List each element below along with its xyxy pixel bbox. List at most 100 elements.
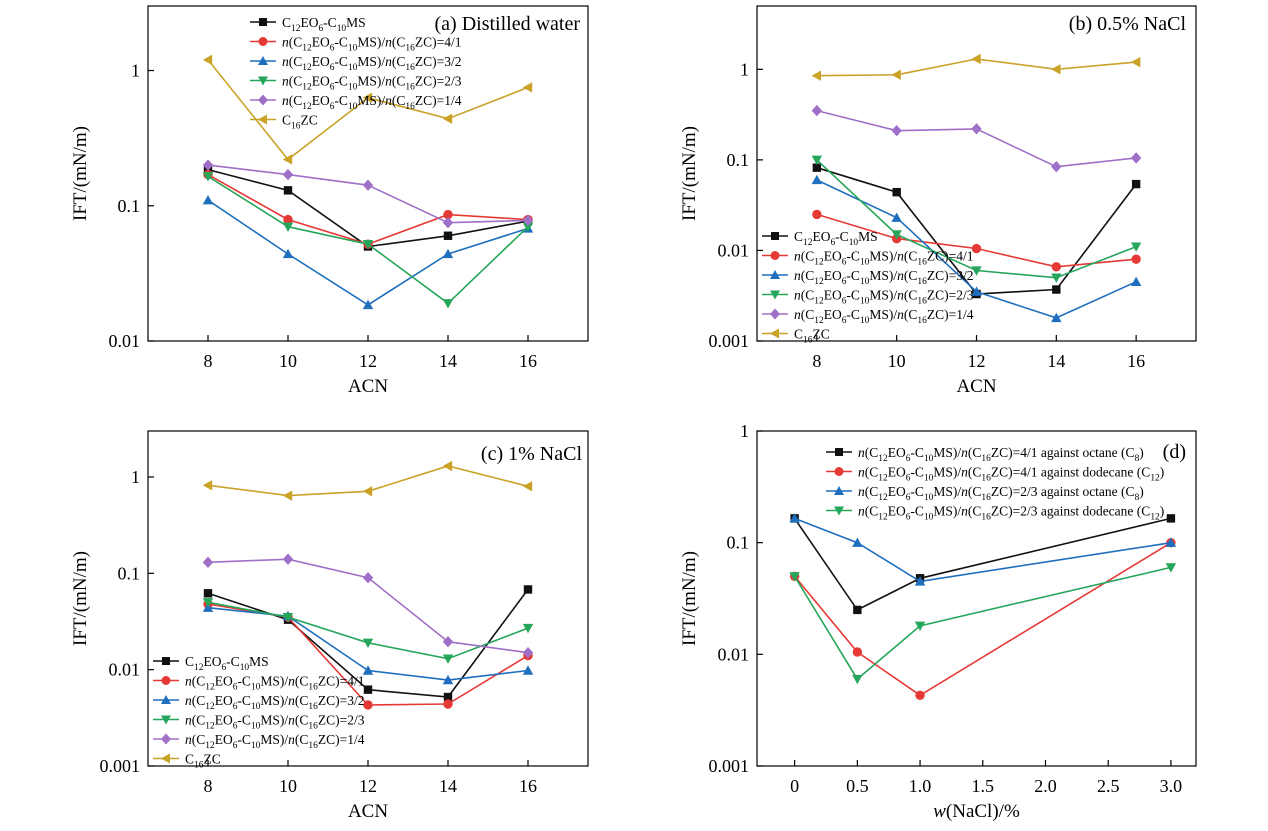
panel-a-series-n-c12eo6-c10ms-n-c16zc-1-4 xyxy=(202,159,534,229)
panel-a-data-point xyxy=(282,222,294,232)
panel-c-data-point xyxy=(522,646,534,659)
panel-d-series-line xyxy=(793,517,1172,611)
panel-c-legend-label: n(C12EO6-C10MS)/n(C16ZC)=4/1 xyxy=(185,674,364,693)
panel-d-y-tick-label: 0.01 xyxy=(718,644,750,664)
panel-c-data-point xyxy=(522,623,534,634)
panel-c-series-line xyxy=(207,601,529,660)
panel-a-data-point xyxy=(362,92,373,103)
panel-d-data-point xyxy=(1165,563,1177,573)
panel-c-legend: C12EO6-C10MSn(C12EO6-C10MS)/n(C16ZC)=4/1… xyxy=(153,654,365,771)
panel-b-y-tick-label: 0.01 xyxy=(718,240,750,260)
panel-b-x-tick-label: 10 xyxy=(888,351,906,371)
panel-b-data-point xyxy=(1130,56,1141,68)
panel-c-data-point xyxy=(442,674,454,685)
panel-a-legend-label: n(C12EO6-C10MS)/n(C16ZC)=1/4 xyxy=(282,93,462,112)
panel-c-y-tick-label: 0.1 xyxy=(118,563,141,583)
panel-d-legend-marker xyxy=(835,448,843,456)
panel-c-data-point xyxy=(522,481,533,492)
panel-d-plot-frame xyxy=(756,430,1197,767)
panel-d-x-tick-label: 0.5 xyxy=(846,776,869,796)
panel-a-legend-label: C16ZC xyxy=(282,113,318,132)
panel-c-data-point xyxy=(202,598,214,608)
panel-d-legend-marker xyxy=(834,467,844,476)
panel-d-data-point xyxy=(914,621,926,632)
panel-c: 8 10 12 14 16 0.001 0.01 0.1 1 ACN IFT/(mN/m) C12EO… xyxy=(70,430,589,822)
panel-d-x-tick-label: 3.0 xyxy=(1160,776,1183,796)
panel-c-data-point xyxy=(282,613,294,623)
panel-b-x-tick-label: 14 xyxy=(1047,351,1065,371)
panel-c-legend-label: C12EO6-C10MS xyxy=(185,654,269,673)
panel-c-legend-label: C16ZC xyxy=(185,752,221,771)
panel-b-legend-marker xyxy=(770,270,780,279)
panel-d-data-point xyxy=(789,513,800,523)
panel-c-data-point xyxy=(442,636,454,648)
panel-d-legend-label: n(C12EO6-C10MS)/n(C16ZC)=2/3 against dod… xyxy=(858,504,1164,523)
panel-c-series-n-c12eo6-c10ms-n-c16zc-2-3 xyxy=(202,598,534,664)
panel-c-legend-marker xyxy=(161,733,171,745)
panel-c-data-point xyxy=(523,585,533,594)
panel-a-series-c12eo6-c10ms xyxy=(203,165,533,251)
panel-c-legend-marker xyxy=(161,676,171,685)
panel-b-data-point xyxy=(811,174,823,185)
panel-d-data-point xyxy=(852,647,863,657)
panel-b-legend: C12EO6-C10MSn(C12EO6-C10MS)/n(C16ZC)=4/1… xyxy=(762,229,974,346)
panel-d-legend-label: n(C12EO6-C10MS)/n(C16ZC)=4/1 against oct… xyxy=(858,445,1144,464)
panel-d-y-axis-title: IFT/(mN/m) xyxy=(679,551,700,646)
panel-a-series-n-c12eo6-c10ms-n-c16zc-2-3 xyxy=(202,172,534,309)
panel-b-data-point xyxy=(1130,152,1142,164)
panel-b-series-c16zc xyxy=(811,53,1141,81)
panel-c-legend-marker xyxy=(162,657,170,665)
panel-c-legend-label: n(C12EO6-C10MS)/n(C16ZC)=1/4 xyxy=(185,732,365,751)
panel-c-data-point xyxy=(282,553,294,565)
panel-a-data-point xyxy=(362,179,374,191)
panel-d-series-n-c12eo6-c10ms-n-c16zc-2-3-against-octane-c8 xyxy=(789,513,1177,586)
panel-c-data-point xyxy=(443,699,453,709)
panel-b-legend-label: n(C12EO6-C10MS)/n(C16ZC)=2/3 xyxy=(794,288,974,307)
panel-d-data-point xyxy=(789,572,800,582)
panel-a-legend-marker xyxy=(258,76,268,86)
panel-b-data-point xyxy=(891,124,902,137)
panel-b-data-point xyxy=(812,209,822,220)
panel-a-data-point xyxy=(282,248,294,259)
panel-b-data-point xyxy=(971,266,982,276)
panel-b-data-point xyxy=(1051,262,1062,272)
panel-d-legend: n(C12EO6-C10MS)/n(C16ZC)=4/1 against oct… xyxy=(826,445,1164,523)
panel-d-data-point xyxy=(852,537,863,547)
panel-a-series-c16zc xyxy=(202,54,533,165)
panel-b-legend-label: C12EO6-C10MS xyxy=(794,229,878,248)
panel-c-data-point xyxy=(363,685,373,694)
panel-d-data-point xyxy=(853,605,862,615)
panel-a-legend-label: n(C12EO6-C10MS)/n(C16ZC)=3/2 xyxy=(282,54,461,73)
panel-a-data-point xyxy=(283,186,293,195)
panel-a-data-point xyxy=(522,82,533,93)
panel-c-legend-label: n(C12EO6-C10MS)/n(C16ZC)=2/3 xyxy=(185,713,365,732)
panel-a-legend-marker xyxy=(258,94,268,106)
panel-b-series-n-c12eo6-c10ms-n-c16zc-4-1 xyxy=(812,209,1141,272)
panel-c-x-tick-label: 12 xyxy=(359,776,377,796)
panel-c-data-point xyxy=(203,589,213,598)
panel-b-data-point xyxy=(811,104,823,117)
panel-b-x-axis-title: ACN xyxy=(956,376,996,397)
panel-a-data-point xyxy=(442,299,454,309)
panel-a-data-point xyxy=(362,239,374,250)
panel-d-y-tick-label: 1 xyxy=(740,421,749,441)
panel-a-data-point xyxy=(442,216,454,229)
panel-c-legend-marker xyxy=(161,753,170,764)
panel-d-x-axis-title: w(NaCl)/% xyxy=(933,801,1020,822)
panel-d-y-tick-label: 0.1 xyxy=(727,533,750,553)
panel-b-data-point xyxy=(1130,276,1142,287)
panel-a-x-axis-title: ACN xyxy=(348,376,388,397)
panel-b-legend-marker xyxy=(770,290,780,300)
panel-b-series-line xyxy=(816,109,1137,168)
panel-c-data-point xyxy=(362,486,373,497)
panel-c-panel-label: (c) 1% NaCl xyxy=(481,443,583,465)
panel-d-legend-label: n(C12EO6-C10MS)/n(C16ZC)=4/1 against dod… xyxy=(858,465,1164,484)
panel-d-series-line xyxy=(793,542,1172,697)
panel-d-legend-marker xyxy=(834,506,844,516)
panel-b-legend-marker xyxy=(770,328,779,339)
panel-c-data-point xyxy=(362,665,374,675)
panel-c-data-point xyxy=(282,490,293,501)
panel-d-data-point xyxy=(1165,537,1177,547)
panel-b-legend-marker xyxy=(771,232,779,240)
panel-c-x-tick-label: 8 xyxy=(204,776,213,796)
